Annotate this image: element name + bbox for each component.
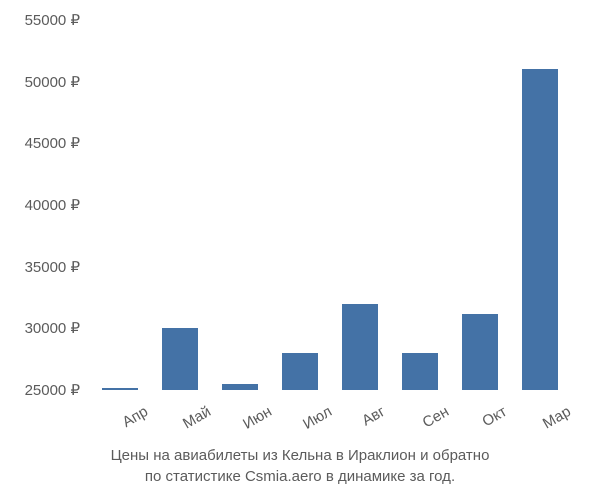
caption-line-2: по статистике Csmia.aero в динамике за г… [145,468,455,485]
y-tick-label: 45000 ₽ [25,134,80,152]
x-tick-label: Апр [120,403,151,431]
y-tick-label: 40000 ₽ [25,196,80,214]
y-tick-label: 50000 ₽ [25,73,80,91]
caption-line-1: Цены на авиабилеты из Кельна в Ираклион … [111,447,490,464]
x-tick-label: Мар [540,403,574,432]
y-tick-label: 55000 ₽ [25,11,80,29]
bar [342,304,378,390]
y-tick-label: 25000 ₽ [25,381,80,399]
bar [282,353,318,390]
x-tick-label: Июл [300,403,335,433]
x-axis: АпрМайИюнИюлАвгСенОктМар [90,395,570,445]
x-tick-label: Сен [420,403,452,431]
x-tick-label: Авг [359,403,388,429]
bar [102,388,138,390]
x-tick-label: Май [180,403,214,432]
bar [462,314,498,390]
bar [522,69,558,390]
price-chart: 25000 ₽ 30000 ₽ 35000 ₽ 40000 ₽ 45000 ₽ 50000… [0,0,600,500]
y-axis: 25000 ₽30000 ₽35000 ₽40000 ₽45000 ₽50000… [0,20,85,390]
bar [402,353,438,390]
x-tick-label: Июн [240,403,275,433]
plot-area [90,20,570,390]
bar [222,384,258,390]
bar [162,328,198,390]
chart-caption: Цены на авиабилеты из Кельна в Ираклион … [0,445,600,487]
x-tick-label: Окт [479,403,509,430]
y-tick-label: 35000 ₽ [25,258,80,276]
y-tick-label: 30000 ₽ [25,319,80,337]
